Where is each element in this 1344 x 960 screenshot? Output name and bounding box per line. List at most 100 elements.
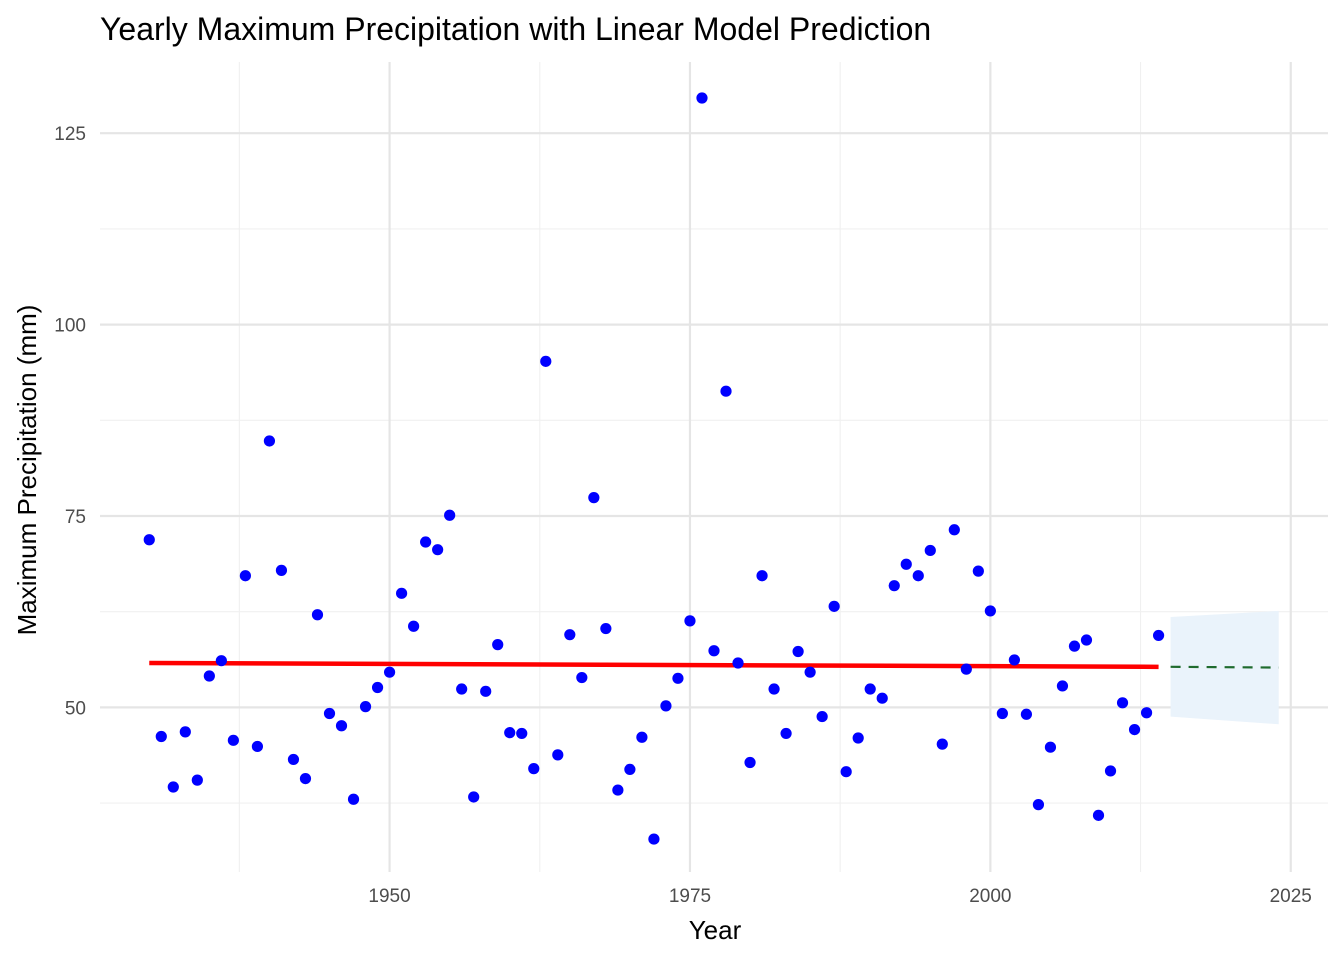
data-point — [287, 753, 300, 766]
data-point — [1020, 708, 1033, 720]
chart-title: Yearly Maximum Precipitation with Linear… — [100, 11, 931, 47]
data-point — [936, 738, 948, 750]
minor-gridlines — [100, 62, 1328, 872]
data-point — [1080, 634, 1093, 646]
data-point — [1152, 629, 1165, 642]
data-point — [696, 92, 708, 104]
data-point — [852, 732, 864, 744]
data-point — [335, 720, 348, 732]
data-point — [1140, 707, 1153, 719]
data-point — [239, 570, 251, 582]
trend-lines-layer — [149, 660, 1279, 670]
data-point — [636, 731, 648, 743]
y-tick-label: 50 — [65, 698, 86, 719]
data-point — [780, 727, 792, 740]
data-point — [456, 683, 468, 695]
data-point — [480, 685, 492, 697]
y-axis-title: Maximum Precipitation (mm) — [12, 305, 42, 636]
data-point — [1092, 809, 1105, 821]
data-point — [912, 570, 924, 582]
data-point — [600, 622, 612, 635]
data-point — [167, 781, 179, 793]
y-tick-label: 75 — [65, 507, 86, 528]
prediction-line — [1170, 665, 1279, 669]
data-point — [179, 726, 191, 738]
data-point — [444, 509, 456, 521]
data-point — [227, 734, 239, 746]
data-point — [371, 681, 384, 694]
data-point — [876, 692, 888, 704]
data-point — [1128, 723, 1141, 736]
data-point — [828, 600, 840, 612]
x-axis-ticks: 1950 1975 2000 2025 — [368, 886, 1311, 907]
data-point — [420, 536, 432, 548]
data-point — [359, 701, 372, 713]
data-point — [1008, 654, 1020, 666]
x-tick-label: 2025 — [1270, 886, 1312, 907]
data-point — [588, 492, 600, 504]
data-point — [215, 655, 227, 667]
data-point — [1104, 765, 1117, 777]
data-point — [383, 666, 396, 678]
data-point — [900, 558, 912, 570]
data-point — [996, 707, 1008, 720]
data-point — [516, 727, 528, 740]
data-point — [648, 833, 660, 845]
data-point — [191, 774, 203, 786]
data-point — [660, 700, 672, 712]
data-point — [1116, 697, 1129, 709]
data-point — [395, 587, 408, 599]
data-point — [1068, 640, 1081, 652]
data-point — [744, 756, 756, 769]
y-axis-ticks: 50 75 100 125 — [54, 124, 86, 719]
data-point — [960, 663, 972, 675]
data-point — [840, 766, 852, 778]
data-point — [540, 355, 552, 367]
data-point — [816, 710, 828, 723]
data-point — [251, 740, 264, 753]
data-point — [576, 671, 588, 684]
x-tick-label: 2000 — [969, 886, 1011, 907]
data-point — [432, 544, 444, 556]
data-points-layer — [143, 92, 1165, 845]
data-point — [492, 639, 504, 651]
data-point — [684, 615, 696, 627]
data-point — [768, 683, 780, 695]
linear-fit-line — [149, 660, 1159, 670]
data-point — [528, 763, 540, 775]
data-point — [720, 385, 732, 397]
data-point — [984, 605, 996, 617]
x-tick-label: 1950 — [368, 886, 410, 907]
data-point — [804, 666, 816, 678]
data-point — [203, 670, 215, 682]
data-point — [948, 524, 960, 536]
data-point — [504, 727, 516, 739]
data-point — [468, 791, 480, 803]
data-point — [347, 793, 360, 805]
y-tick-label: 100 — [54, 316, 86, 337]
data-point — [299, 772, 312, 785]
data-point — [612, 784, 624, 796]
data-point — [155, 730, 167, 743]
data-point — [972, 565, 984, 577]
data-point — [864, 683, 876, 695]
data-point — [564, 629, 576, 641]
data-point — [275, 564, 288, 576]
data-point — [792, 645, 804, 658]
data-point — [323, 707, 336, 720]
x-axis-title: Year — [689, 915, 742, 945]
data-point — [1056, 680, 1069, 692]
data-point — [263, 435, 276, 447]
major-gridlines — [100, 62, 1328, 872]
data-point — [408, 620, 420, 632]
data-point — [888, 580, 900, 592]
data-point — [311, 609, 324, 621]
data-point — [672, 672, 684, 684]
data-point — [1032, 799, 1045, 811]
data-point — [756, 570, 768, 582]
data-point — [552, 749, 564, 761]
y-tick-label: 125 — [54, 124, 86, 145]
data-point — [732, 657, 744, 669]
